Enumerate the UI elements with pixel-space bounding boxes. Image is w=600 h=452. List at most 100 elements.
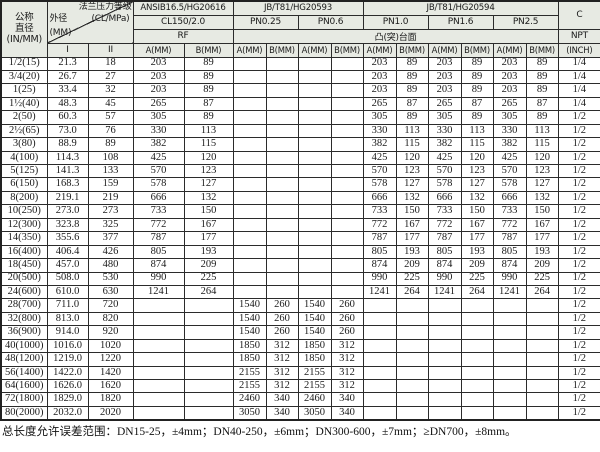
header-standard-hg20593: JB/T81/HG20593: [232, 0, 364, 16]
value-cell: 610.0: [46, 284, 89, 300]
table-row: 3/4(20) 26.7 27 203 89 203 89 203 89 203 89 1/4: [0, 69, 600, 85]
value-cell: 874: [492, 258, 527, 273]
value-cell: [330, 56, 364, 71]
value-cell: 209: [395, 258, 429, 273]
value-cell: 3050: [297, 405, 332, 421]
header-b-cl: B(MM): [183, 42, 234, 58]
header-nominal-line3: (IN/MM): [6, 33, 42, 45]
value-cell: [395, 325, 429, 340]
value-cell: 89: [525, 110, 559, 125]
value-cell: [297, 163, 332, 179]
nominal-diameter-cell: 4(100): [0, 150, 48, 166]
value-cell: 1/2: [557, 378, 600, 394]
value-cell: 1/2: [557, 365, 600, 381]
value-cell: 1241: [362, 284, 397, 300]
value-cell: [492, 392, 527, 407]
value-cell: 340: [330, 392, 364, 407]
value-cell: 787: [492, 231, 527, 246]
header-rf: RF: [132, 28, 234, 44]
value-cell: 480: [87, 258, 134, 273]
value-cell: 260: [265, 311, 299, 327]
value-cell: [232, 190, 267, 206]
value-cell: 1/2: [557, 137, 600, 152]
table-body: 1/2(15) 21.3 18 203 89 203 89 203 89 203 89 1/4 3/4(…: [0, 56, 600, 421]
table-row: 80(2000) 2032.0 2020 3050 340 3050 340 1/2: [0, 405, 600, 421]
value-cell: [330, 190, 364, 206]
value-cell: 115: [525, 137, 559, 152]
flange-dimension-table: 公称 直径 (IN/MM) 法兰压力等级 (CL/MPa) 外径 (MM) AN…: [0, 0, 600, 421]
value-cell: [265, 110, 299, 125]
value-cell: [183, 352, 234, 367]
header-b-pn16: B(MM): [460, 42, 494, 58]
value-cell: 578: [492, 177, 527, 192]
value-cell: 914.0: [46, 325, 89, 340]
value-cell: 60.3: [46, 110, 89, 125]
value-cell: 1540: [232, 298, 267, 313]
value-cell: 1540: [297, 325, 332, 340]
value-cell: 177: [525, 231, 559, 246]
value-cell: [427, 365, 462, 381]
value-cell: 108: [87, 150, 134, 166]
value-cell: [132, 378, 185, 394]
value-cell: 203: [362, 83, 397, 98]
value-cell: [232, 284, 267, 300]
nominal-diameter-cell: 14(350): [0, 231, 48, 246]
value-cell: 123: [395, 163, 429, 179]
value-cell: 666: [362, 190, 397, 206]
value-cell: [183, 325, 234, 340]
value-cell: 1/2: [557, 123, 600, 139]
value-cell: [232, 56, 267, 71]
value-cell: 1241: [492, 284, 527, 300]
value-cell: 312: [330, 352, 364, 367]
value-cell: 1/2: [557, 298, 600, 313]
value-cell: 1020: [87, 338, 134, 354]
header-raised-face: 凸(突)台面: [232, 28, 559, 44]
value-cell: [427, 405, 462, 421]
value-cell: 89: [460, 56, 494, 71]
value-cell: 219: [87, 190, 134, 206]
header-od-ii: II: [87, 42, 134, 58]
value-cell: [132, 405, 185, 421]
value-cell: 89: [395, 83, 429, 98]
value-cell: [362, 378, 397, 394]
value-cell: 123: [460, 163, 494, 179]
value-cell: [265, 137, 299, 152]
value-cell: [132, 338, 185, 354]
value-cell: [362, 298, 397, 313]
value-cell: [427, 325, 462, 340]
value-cell: [132, 298, 185, 313]
value-cell: [427, 392, 462, 407]
value-cell: [132, 325, 185, 340]
value-cell: 874: [427, 258, 462, 273]
value-cell: 1/2: [557, 110, 600, 125]
header-col-c: C: [557, 0, 600, 30]
table-row: 32(800) 813.0 820 1540 260 1540 260 1/2: [0, 311, 600, 327]
value-cell: 990: [132, 271, 185, 286]
value-cell: 406.4: [46, 244, 89, 260]
table-row: 1½(40) 48.3 45 265 87 265 87 265 87 265 87 1/4: [0, 96, 600, 112]
header-nominal-line2: 直径: [14, 22, 34, 34]
tolerance-footnote: 总长度允许误差范围：DN15-25，±4mm；DN40-250，±6mm；DN3…: [0, 420, 600, 441]
value-cell: 1/2: [557, 204, 600, 219]
value-cell: 570: [132, 163, 185, 179]
nominal-diameter-cell: 56(1400): [0, 365, 48, 381]
value-cell: 305: [132, 110, 185, 125]
value-cell: [525, 365, 559, 381]
header-pn025: PN0.25: [232, 14, 299, 30]
header-a-pn25: A(MM): [492, 42, 527, 58]
value-cell: 264: [183, 284, 234, 300]
value-cell: [183, 365, 234, 381]
nominal-diameter-cell: 48(1200): [0, 352, 48, 367]
value-cell: 89: [460, 110, 494, 125]
value-cell: [183, 405, 234, 421]
value-cell: 113: [460, 123, 494, 139]
value-cell: 1/2: [557, 284, 600, 300]
header-inch: (INCH): [557, 42, 600, 58]
value-cell: 312: [330, 338, 364, 354]
header-npt: NPT: [557, 28, 600, 44]
value-cell: [297, 284, 332, 300]
value-cell: 772: [362, 217, 397, 233]
value-cell: 1/2: [557, 217, 600, 233]
value-cell: [525, 352, 559, 367]
value-cell: [362, 338, 397, 354]
